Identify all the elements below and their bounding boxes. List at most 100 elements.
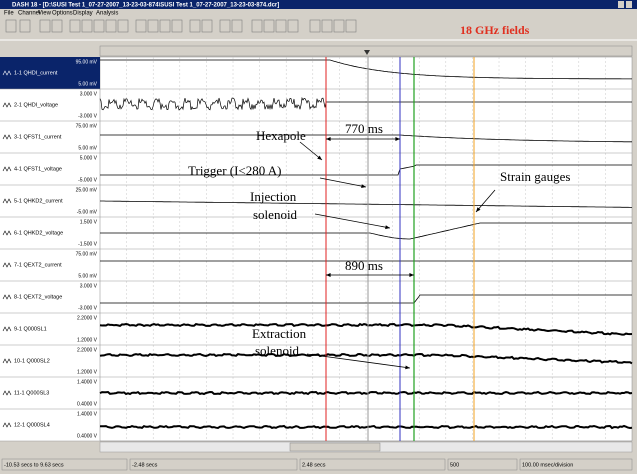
channel-label[interactable]: 7-1 QEXT2_current xyxy=(14,262,62,268)
menu-item[interactable]: Channel xyxy=(18,11,40,17)
toolbar-button[interactable] xyxy=(189,19,201,33)
annotation: Extraction xyxy=(252,326,307,341)
toolbar-button[interactable] xyxy=(171,19,183,33)
channel-label[interactable]: 10-1 Q000SL2 xyxy=(14,358,50,364)
menu-item[interactable]: File xyxy=(4,11,14,17)
toolbar-button[interactable] xyxy=(251,19,263,33)
scale-bottom: -3.000 V xyxy=(78,113,98,119)
toolbar-button[interactable] xyxy=(69,19,81,33)
status-text: -2.48 secs xyxy=(132,462,158,468)
menu-item[interactable]: Analysis xyxy=(96,11,118,17)
scale-top: 1.4000 V xyxy=(77,379,98,385)
status-cell xyxy=(299,458,446,471)
scale-top: 1.500 V xyxy=(80,219,98,225)
title-bar xyxy=(0,0,637,9)
arrow-head xyxy=(476,207,481,212)
channel-label[interactable]: 5-1 QHKD2_current xyxy=(14,198,63,204)
toolbar-button[interactable] xyxy=(19,19,31,33)
trace xyxy=(100,294,632,304)
toolbar-button[interactable] xyxy=(81,19,93,33)
menu-item[interactable]: Display xyxy=(73,11,93,17)
scale-top: 3.000 V xyxy=(80,283,98,289)
trace xyxy=(99,424,633,430)
trace xyxy=(100,59,632,80)
menu-item[interactable]: View xyxy=(38,11,52,17)
toolbar-button[interactable] xyxy=(51,19,63,33)
annotation-arrow xyxy=(314,213,391,229)
status-cell xyxy=(129,458,298,471)
toolbar-button[interactable] xyxy=(39,19,51,33)
toolbar-button[interactable] xyxy=(263,19,275,33)
arrow-head xyxy=(385,225,390,230)
scale-top: 2.2000 V xyxy=(77,315,98,321)
toolbar-button[interactable] xyxy=(135,19,147,33)
channel-list: 95.00 mV 1-1 QHDI_current 5.00 mV 3.000 V 2-… xyxy=(0,57,632,442)
trace xyxy=(100,164,632,176)
toolbar-button[interactable] xyxy=(117,19,129,33)
toolbar-button[interactable] xyxy=(147,19,159,33)
channel-label[interactable]: 3-1 QFST1_current xyxy=(14,134,62,140)
status-cell xyxy=(447,458,518,471)
channel-label[interactable]: 1-1 QHDI_current xyxy=(14,70,58,76)
annotations: Hexapole 770 ms Trigger (I<280 A) Injection… xyxy=(188,121,570,370)
toolbar-button[interactable] xyxy=(321,19,333,33)
arrow-head xyxy=(326,273,331,277)
toolbar-button[interactable] xyxy=(287,19,299,33)
channel-icon xyxy=(2,166,12,172)
channel-label[interactable]: 4-1 QFST1_voltage xyxy=(14,166,62,172)
annotation: Injection xyxy=(250,189,297,204)
minimize-button[interactable] xyxy=(618,1,624,8)
toolbar-button[interactable] xyxy=(159,19,171,33)
channel-icon xyxy=(2,294,12,300)
arrow-head xyxy=(326,137,331,141)
status-text: 100.00 msec/division xyxy=(522,462,573,468)
status-text: -10.53 secs to 9.63 secs xyxy=(4,462,64,468)
annotation: solenoid xyxy=(255,343,300,358)
trace xyxy=(100,134,632,143)
toolbar-button[interactable] xyxy=(5,19,17,33)
scale-bottom: 1.2000 V xyxy=(77,337,98,343)
scale-bottom: 1.2000 V xyxy=(77,369,98,375)
trace xyxy=(100,200,632,208)
annotation-arrow xyxy=(299,141,323,161)
arrow-head xyxy=(409,273,414,277)
channel-label[interactable]: 9-1 Q000SL1 xyxy=(14,326,47,332)
toolbar-button[interactable] xyxy=(333,19,345,33)
toolbar-annotation: 18 GHz fields xyxy=(460,23,530,37)
toolbar-button[interactable] xyxy=(105,19,117,33)
toolbar-button[interactable] xyxy=(309,19,321,33)
channel-icon xyxy=(2,422,12,428)
channel-icon xyxy=(2,198,12,204)
channel-icon xyxy=(2,262,12,268)
channel-label[interactable]: 2-1 QHDI_voltage xyxy=(14,102,58,108)
scale-top: 2.2000 V xyxy=(77,347,98,353)
arrow-head xyxy=(317,155,322,160)
scale-bottom: 0.4000 V xyxy=(77,401,98,407)
toolbar-button[interactable] xyxy=(275,19,287,33)
scale-bottom: 5.00 mV xyxy=(78,81,97,87)
channel-label[interactable]: 12-1 Q000SL4 xyxy=(14,422,50,428)
toolbar-button[interactable] xyxy=(219,19,231,33)
channel-icon xyxy=(2,102,12,108)
arrow-head xyxy=(405,365,410,370)
channel-label[interactable]: 6-1 QHKD2_voltage xyxy=(14,230,63,236)
trace xyxy=(100,222,632,240)
toolbar-button[interactable] xyxy=(201,19,213,33)
scale-top: 1.4000 V xyxy=(77,411,98,417)
toolbar-button[interactable] xyxy=(93,19,105,33)
trace xyxy=(99,352,633,365)
channel-label[interactable]: 8-1 QEXT2_voltage xyxy=(14,294,62,300)
cursor-marker xyxy=(364,50,370,55)
arrow-head xyxy=(395,137,400,141)
scroll-thumb[interactable] xyxy=(289,442,381,452)
toolbar-button[interactable] xyxy=(345,19,357,33)
scale-top: 5.000 V xyxy=(80,155,98,161)
status-text: 2.48 secs xyxy=(302,462,326,468)
toolbar-button[interactable] xyxy=(231,19,243,33)
menu-item[interactable]: Options xyxy=(52,11,73,17)
channel-label[interactable]: 11-1 Q000SL3 xyxy=(14,390,49,396)
channel-icon xyxy=(2,358,12,364)
close-button[interactable] xyxy=(626,1,632,8)
status-bg xyxy=(0,456,637,474)
annotation: Strain gauges xyxy=(500,169,570,184)
